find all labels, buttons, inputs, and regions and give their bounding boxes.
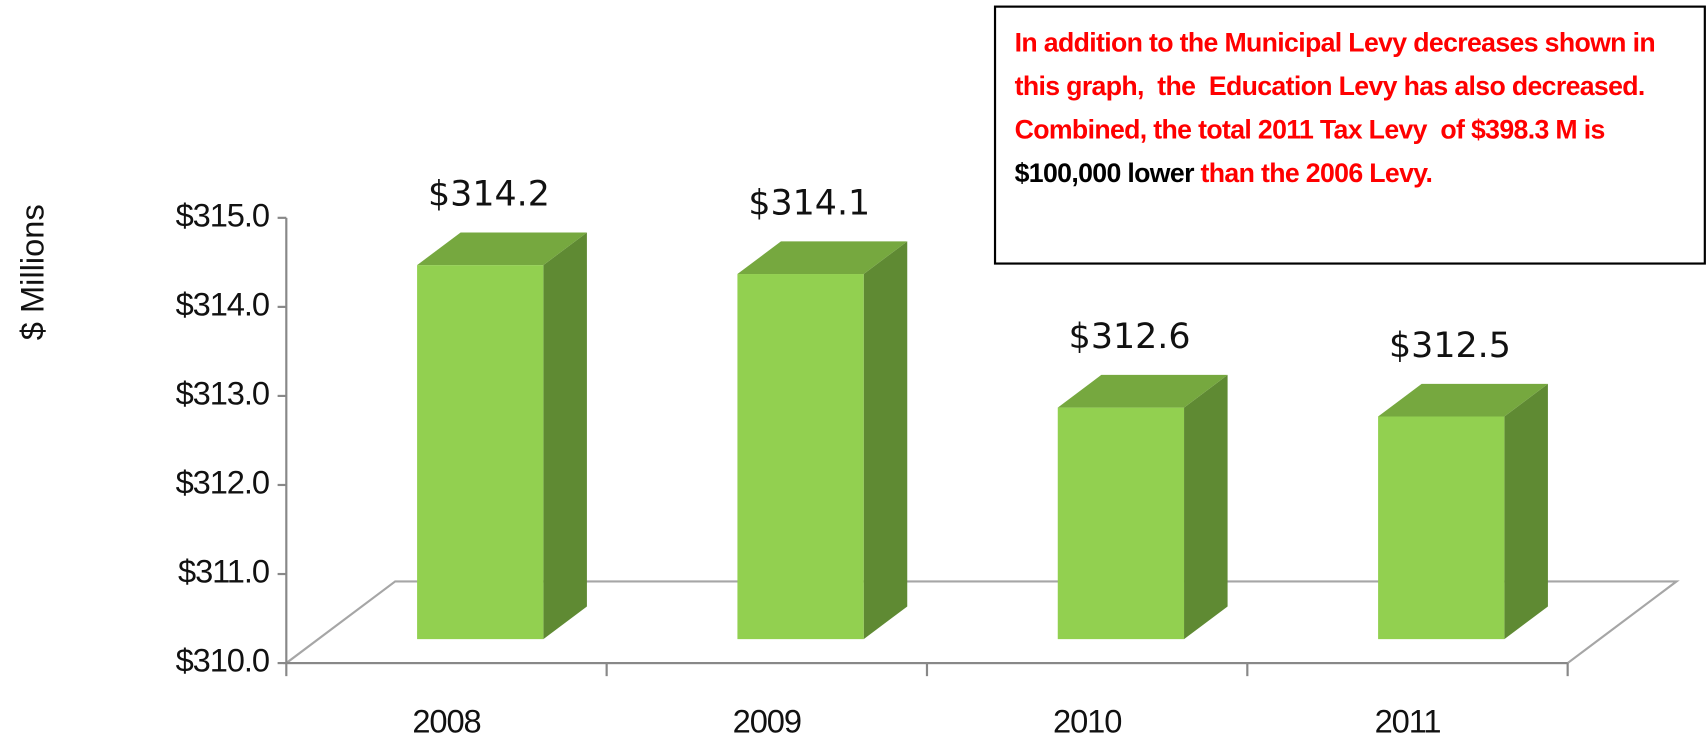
bar-front: [417, 265, 544, 640]
y-tick-label: $315.0: [176, 196, 269, 233]
bar: [1057, 374, 1228, 640]
y-tick-label: $312.0: [176, 464, 269, 501]
annotation-box: [993, 5, 1706, 265]
x-tick-label: 2008: [412, 703, 480, 740]
y-tick-label: $311.0: [178, 553, 269, 590]
x-tick-label: 2010: [1053, 703, 1121, 740]
bar-side: [863, 241, 908, 640]
bar-front: [737, 274, 864, 640]
bar-side: [1504, 383, 1548, 640]
bar-top: [1378, 383, 1548, 417]
bar-top: [737, 241, 908, 275]
bar: [417, 232, 587, 640]
x-tick-label: 2009: [733, 703, 801, 740]
value-label: $312.6: [1069, 317, 1191, 357]
annotation: In addition to the Municipal Levy decrea…: [995, 7, 1705, 264]
y-tick-label: $313.0: [176, 375, 269, 412]
annotation-text: than the 2006 Levy.: [1193, 159, 1433, 189]
value-label: $314.1: [748, 183, 870, 223]
bar: [737, 241, 908, 640]
annotation-area: In addition to the Municipal Levy decrea…: [995, 7, 1705, 264]
y-tick-label: $314.0: [176, 285, 269, 322]
bar: [1378, 383, 1548, 640]
annotation-text: $100,000 lower: [1014, 159, 1195, 189]
x-tick-label: 2011: [1375, 703, 1441, 740]
bar-top: [417, 232, 587, 266]
bar-front: [1378, 416, 1505, 640]
annotation-text: In addition to the Municipal Levy decrea…: [1014, 28, 1662, 145]
value-label: $314.2: [428, 174, 550, 214]
y-axis-label: $ Millions: [13, 204, 50, 340]
bar-side: [543, 232, 587, 640]
y-tick-label: $310.0: [176, 642, 269, 679]
bar-front: [1057, 407, 1185, 640]
value-label: $312.5: [1389, 326, 1511, 366]
bar-top: [1057, 374, 1228, 408]
bar-side: [1184, 374, 1228, 640]
